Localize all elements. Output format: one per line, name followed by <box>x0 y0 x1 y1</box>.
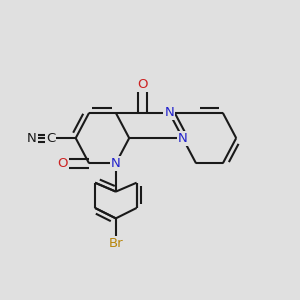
Text: N: N <box>178 132 188 145</box>
Text: N: N <box>164 106 174 119</box>
Text: O: O <box>137 78 148 91</box>
Text: O: O <box>57 157 68 170</box>
Text: N: N <box>27 132 37 145</box>
Text: N: N <box>111 157 121 170</box>
Text: C: C <box>46 132 55 145</box>
Text: Br: Br <box>109 237 123 250</box>
